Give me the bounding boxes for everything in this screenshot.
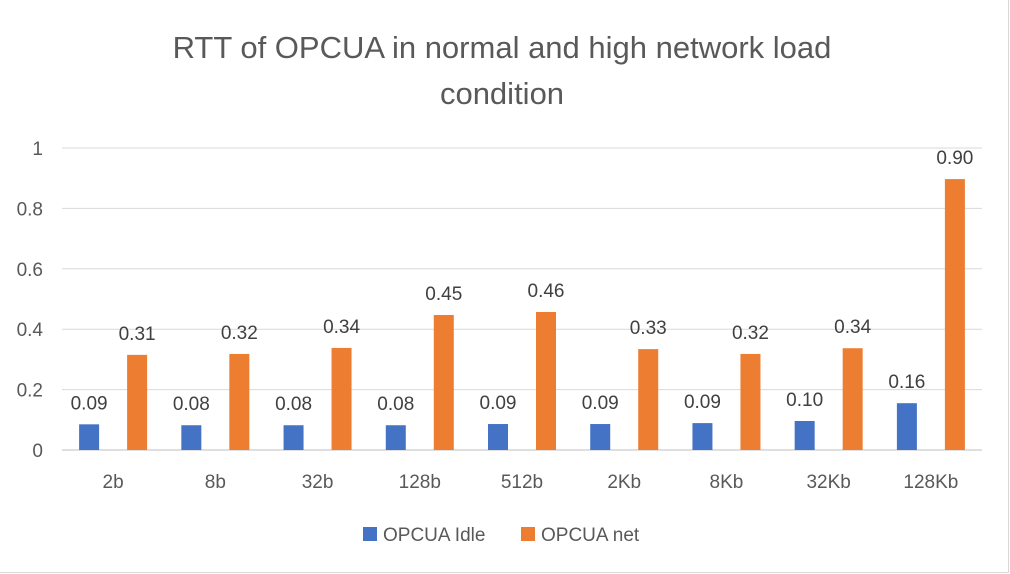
y-axis-ticks: 0 0.2 0.4 0.6 0.8 1 bbox=[17, 139, 44, 462]
y-tick-label: 1 bbox=[32, 139, 43, 160]
bar-opcua-net-32b bbox=[331, 347, 352, 450]
bars bbox=[79, 179, 965, 450]
data-label: 0.34 bbox=[323, 317, 360, 338]
y-tick-label: 0.2 bbox=[17, 381, 43, 402]
bar-opcua-net-8kb bbox=[740, 353, 761, 450]
data-label: 0.32 bbox=[221, 323, 258, 344]
bar-opcua-idle-8b bbox=[181, 425, 202, 450]
data-label: 0.46 bbox=[528, 281, 565, 302]
data-label: 0.32 bbox=[732, 323, 769, 344]
y-tick-label: 0.8 bbox=[17, 199, 43, 220]
x-tick-label: 8b bbox=[205, 472, 226, 493]
data-label: 0.09 bbox=[582, 393, 619, 414]
gridlines bbox=[62, 147, 982, 451]
x-axis-ticks: 2b 8b 32b 128b 512b 2Kb 8Kb 32Kb 128Kb bbox=[103, 472, 959, 493]
data-label: 0.08 bbox=[275, 394, 312, 415]
data-label: 0.08 bbox=[377, 394, 414, 415]
data-label: 0.16 bbox=[888, 372, 925, 393]
bar-opcua-net-128b bbox=[433, 315, 454, 450]
data-label: 0.90 bbox=[936, 148, 973, 169]
bar-opcua-net-2kb bbox=[638, 349, 659, 450]
x-tick-label: 128b bbox=[399, 472, 441, 493]
chart-title-line-2: condition bbox=[440, 76, 564, 111]
bar-opcua-net-8b bbox=[229, 353, 250, 450]
data-label: 0.31 bbox=[119, 324, 156, 345]
x-tick-label: 32Kb bbox=[806, 472, 850, 493]
x-tick-label: 32b bbox=[302, 472, 334, 493]
data-label: 0.45 bbox=[425, 284, 462, 305]
legend-label: OPCUA net bbox=[541, 525, 640, 546]
x-tick-label: 2b bbox=[103, 472, 124, 493]
data-label: 0.34 bbox=[834, 317, 871, 338]
data-label: 0.08 bbox=[173, 394, 210, 415]
data-label: 0.09 bbox=[684, 392, 721, 413]
bar-opcua-idle-128kb bbox=[896, 403, 917, 450]
x-tick-label: 8Kb bbox=[710, 472, 744, 493]
bar-opcua-net-2b bbox=[127, 354, 148, 450]
data-label: 0.10 bbox=[786, 390, 823, 411]
bar-opcua-idle-32b bbox=[283, 425, 304, 450]
x-tick-label: 128Kb bbox=[903, 472, 958, 493]
bar-opcua-idle-8kb bbox=[692, 423, 713, 450]
legend-label: OPCUA Idle bbox=[383, 525, 485, 546]
bar-opcua-idle-512b bbox=[488, 424, 508, 450]
y-tick-label: 0.4 bbox=[17, 320, 44, 341]
legend-swatch-opcua-net bbox=[521, 527, 535, 541]
chart-title: RTT of OPCUA in normal and high network … bbox=[173, 30, 832, 111]
data-labels: 0.09 0.31 0.08 0.32 0.08 0.34 0.08 0.45 0.09 0.46… bbox=[71, 148, 974, 415]
bar-opcua-net-32kb bbox=[842, 348, 863, 450]
legend: OPCUA Idle OPCUA net bbox=[363, 525, 640, 546]
data-label: 0.09 bbox=[71, 393, 108, 414]
y-tick-label: 0 bbox=[32, 441, 43, 462]
y-tick-label: 0.6 bbox=[17, 260, 43, 281]
bar-opcua-idle-128b bbox=[385, 425, 406, 450]
x-tick-label: 2Kb bbox=[607, 472, 641, 493]
x-tick-label: 512b bbox=[501, 472, 543, 493]
bar-opcua-net-512b bbox=[536, 311, 556, 450]
chart-title-line-1: RTT of OPCUA in normal and high network … bbox=[173, 30, 832, 65]
legend-swatch-opcua-idle bbox=[363, 527, 377, 541]
bar-opcua-idle-32kb bbox=[794, 421, 815, 450]
data-label: 0.09 bbox=[480, 393, 517, 414]
bar-opcua-idle-2b bbox=[79, 424, 100, 450]
bar-opcua-idle-2kb bbox=[590, 424, 611, 450]
bar-opcua-net-128kb bbox=[944, 179, 965, 450]
data-label: 0.33 bbox=[630, 318, 667, 339]
